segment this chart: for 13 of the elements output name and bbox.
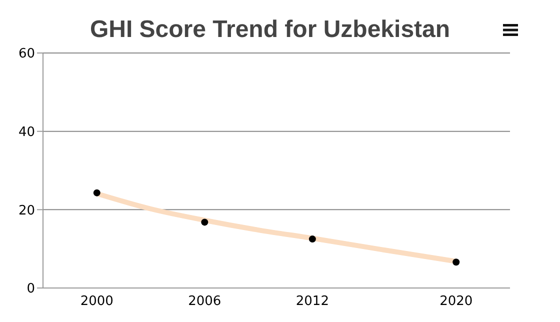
x-tick-label: 2012	[296, 294, 329, 310]
y-tick-label: 0	[26, 282, 35, 297]
y-tick-label: 60	[18, 46, 35, 62]
point	[308, 236, 316, 243]
point	[452, 258, 460, 266]
y-tick-label: 40	[18, 124, 35, 140]
x-tick-label: 2020	[440, 294, 473, 310]
point	[201, 218, 208, 226]
point	[93, 189, 100, 196]
x-tick-label: 2006	[188, 294, 222, 310]
y-tick-label: 20	[18, 203, 35, 218]
x-tick-label: 2000	[80, 294, 114, 310]
chart-title: GHI Score Trend for Uzbekistan	[88, 16, 452, 44]
